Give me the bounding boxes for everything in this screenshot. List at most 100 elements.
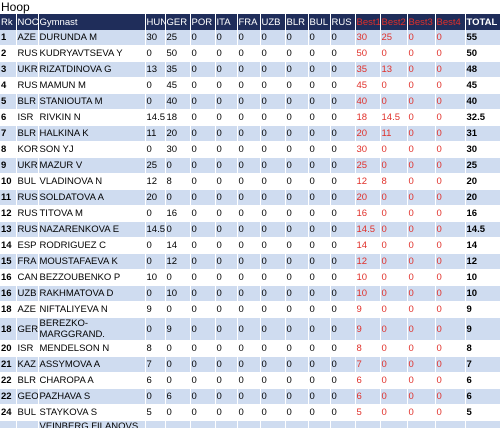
table-cell: MENDELSON N <box>38 340 146 357</box>
table-cell: RUS <box>16 221 39 238</box>
table-cell: 50 <box>355 45 381 62</box>
table-cell: 0 <box>308 221 331 238</box>
table-cell: 0 <box>145 141 166 158</box>
table-cell: 0 <box>237 205 261 222</box>
table-cell: 0 <box>407 404 436 421</box>
table-cell: 25 <box>380 30 408 46</box>
column-header: Rk <box>0 14 17 30</box>
column-header: RUS <box>330 14 356 30</box>
table-cell: 0 <box>285 157 309 174</box>
table-cell: 0 <box>237 420 261 428</box>
table-cell: 0 <box>435 301 466 318</box>
table-cell: 0 <box>435 125 466 142</box>
table-cell: 0 <box>308 205 331 222</box>
table-cell: 0 <box>435 141 466 158</box>
table-cell: 15 <box>0 253 17 270</box>
table-row: 8 KOR SON YJ 0 30 0 0 0 0 0 0 0 30 0 0 0 30 <box>0 141 500 158</box>
table-cell: 0 <box>260 77 286 94</box>
table-cell: 0 <box>435 237 466 254</box>
table-cell: 55 <box>465 30 500 46</box>
table-cell: 0 <box>190 340 216 357</box>
table-cell: 5 <box>465 404 500 421</box>
table-cell: 0 <box>190 237 216 254</box>
table-cell: 0 <box>330 141 356 158</box>
table-cell: 0 <box>165 372 191 389</box>
header-row: RkNOCGymnastHUNGERPORITAFRAUZBBLRBULRUSB… <box>0 14 500 30</box>
table-cell: 0 <box>435 77 466 94</box>
table-cell: 0 <box>190 356 216 373</box>
table-cell: 0 <box>215 372 238 389</box>
table-row: 10 BUL VLADINOVA N 12 8 0 0 0 0 0 0 0 12 8 0 0 20 <box>0 173 500 190</box>
table-cell: 25 <box>0 420 17 428</box>
table-cell: 10 <box>165 285 191 302</box>
table-cell: 0 <box>285 301 309 318</box>
table-cell: 5 <box>355 404 381 421</box>
table-cell: 0 <box>215 404 238 421</box>
table-cell: 0 <box>407 141 436 158</box>
table-cell: 0 <box>190 189 216 206</box>
table-cell: 0 <box>308 30 331 46</box>
column-header: TOTAL <box>465 14 500 30</box>
table-cell: 0 <box>285 317 309 341</box>
table-cell: MAMUN M <box>38 77 146 94</box>
table-cell: 0 <box>330 301 356 318</box>
table-cell: RUS <box>16 189 39 206</box>
table-cell: 0 <box>190 157 216 174</box>
table-cell: 0 <box>330 109 356 126</box>
table-cell: 0 <box>215 93 238 110</box>
table-cell: 40 <box>165 93 191 110</box>
table-cell: 0 <box>165 404 191 421</box>
table-cell: 0 <box>407 109 436 126</box>
table-cell: 0 <box>407 317 436 341</box>
table-cell: 4 <box>465 420 500 428</box>
table-cell: 0 <box>285 221 309 238</box>
table-cell: MAZUR V <box>38 157 146 174</box>
table-cell: 9 <box>165 317 191 341</box>
table-cell: RAKHMATOVA D <box>38 285 146 302</box>
table-cell: 0 <box>237 253 261 270</box>
table-cell: 0 <box>435 109 466 126</box>
table-cell: 0 <box>308 356 331 373</box>
table-cell: 30 <box>145 30 166 46</box>
table-cell: 0 <box>330 372 356 389</box>
table-cell: 10 <box>355 269 381 286</box>
table-cell: 0 <box>215 45 238 62</box>
table-cell: 0 <box>215 356 238 373</box>
table-cell: 0 <box>330 205 356 222</box>
table-cell: 0 <box>260 372 286 389</box>
table-cell: 0 <box>260 30 286 46</box>
table-cell: 16 <box>165 205 191 222</box>
table-cell: 20 <box>165 125 191 142</box>
table-cell: 35 <box>165 61 191 78</box>
table-cell: 12 <box>145 173 166 190</box>
table-cell: 0 <box>165 356 191 373</box>
table-cell: 0 <box>237 141 261 158</box>
table-cell: 0 <box>435 356 466 373</box>
table-cell: 0 <box>285 61 309 78</box>
table-cell: 30 <box>355 141 381 158</box>
table-cell: 0 <box>285 93 309 110</box>
table-cell: 0 <box>190 30 216 46</box>
table-cell: 6 <box>145 372 166 389</box>
table-cell: 0 <box>380 45 408 62</box>
table-cell: 0 <box>308 141 331 158</box>
table-cell: HALKINA K <box>38 125 146 142</box>
table-cell: VEINBERG FILANOVS V <box>38 420 146 428</box>
table-row: 7 BLR HALKINA K 11 20 0 0 0 0 0 0 0 20 11 0 0 31 <box>0 125 500 142</box>
table-cell: 0 <box>407 30 436 46</box>
table-cell: 0 <box>215 253 238 270</box>
table-cell: 0 <box>260 173 286 190</box>
table-cell: 11 <box>380 125 408 142</box>
table-cell: 0 <box>215 340 238 357</box>
table-cell: ISR <box>16 340 39 357</box>
table-cell: 0 <box>145 237 166 254</box>
table-cell: 0 <box>215 285 238 302</box>
table-cell: SOLDATOVA A <box>38 189 146 206</box>
table-cell: 0 <box>330 340 356 357</box>
table-cell: 0 <box>380 404 408 421</box>
